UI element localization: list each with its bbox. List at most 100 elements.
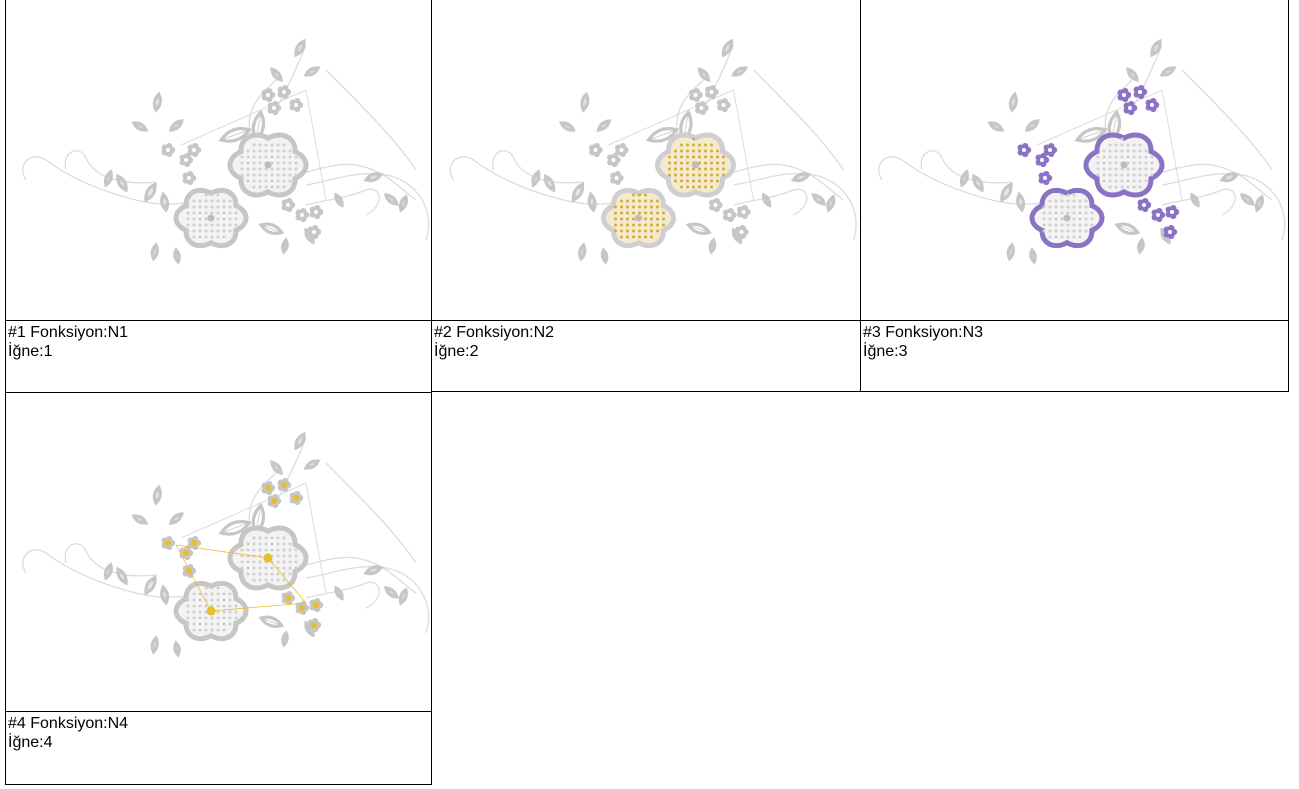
fill-stitch xyxy=(222,223,226,227)
fill-stitch xyxy=(698,173,701,177)
fill-stitch xyxy=(228,199,232,203)
fill-stitch xyxy=(1054,229,1058,233)
fill-stitch xyxy=(222,610,226,614)
leaf-vein xyxy=(723,40,732,56)
vine-stem xyxy=(702,44,735,111)
fill-stitch xyxy=(264,536,268,540)
fill-stitch xyxy=(710,155,713,159)
fill-stitch xyxy=(246,167,250,171)
leaf-vein xyxy=(153,244,157,259)
fill-stitch xyxy=(1138,167,1142,171)
flower-center xyxy=(207,214,215,222)
leaf-vein xyxy=(365,567,382,574)
design-cell-2[interactable]: #2 Fonksiyon:N2 İğne:2 xyxy=(432,0,860,391)
leaf-vein xyxy=(1076,129,1106,141)
fill-stitch xyxy=(252,173,256,177)
leaf-vein xyxy=(580,244,584,259)
fill-stitch xyxy=(264,137,268,141)
fill-stitch xyxy=(1126,185,1130,189)
fill-stitch xyxy=(1054,217,1058,221)
leaf-vein xyxy=(1127,69,1138,81)
fill-stitch xyxy=(294,554,298,558)
small-flower-center xyxy=(741,210,746,214)
fill-stitch xyxy=(668,161,671,165)
fill-stitch xyxy=(656,223,659,227)
leaf-motif xyxy=(383,193,399,206)
fill-stitch xyxy=(1054,235,1058,239)
fill-stitch xyxy=(638,193,641,197)
fill-stitch xyxy=(620,229,623,233)
small-flower-center xyxy=(727,213,732,217)
fill-stitch xyxy=(1066,223,1070,227)
fill-stitch xyxy=(228,592,232,596)
fill-stitch xyxy=(632,199,635,203)
fill-stitch xyxy=(198,223,202,227)
fill-stitch xyxy=(1114,167,1118,171)
fill-stitch xyxy=(1126,143,1130,147)
fill-stitch xyxy=(1072,229,1076,233)
fill-stitch xyxy=(282,548,286,552)
fill-stitch xyxy=(252,161,256,165)
fill-stitch xyxy=(198,604,202,608)
fill-stitch xyxy=(288,167,292,171)
small-flower-center xyxy=(314,210,318,214)
fill-stitch xyxy=(620,217,623,221)
fill-stitch xyxy=(210,223,214,227)
fill-stitch xyxy=(716,149,719,153)
fill-stitch xyxy=(288,155,292,159)
fill-stitch xyxy=(282,560,286,564)
fill-stitch xyxy=(1096,155,1100,159)
fill-stitch xyxy=(1144,161,1148,165)
leaf-vein xyxy=(961,171,968,186)
leaf-vein xyxy=(699,69,709,81)
fill-stitch xyxy=(1144,155,1148,159)
fill-stitch xyxy=(1060,223,1064,227)
fill-stitch xyxy=(192,235,196,239)
fill-stitch xyxy=(198,628,202,632)
fill-stitch xyxy=(282,167,286,171)
fill-stitch xyxy=(222,211,226,215)
cell-caption: #2 Fonksiyon:N2 İğne:2 xyxy=(432,320,860,394)
leaf-vein xyxy=(1018,194,1023,211)
design-cell-3[interactable]: #3 Fonksiyon:N3 İğne:3 xyxy=(861,0,1288,391)
fill-stitch xyxy=(680,161,683,165)
small-flower-petal xyxy=(614,170,621,178)
small-flower-center xyxy=(709,90,714,94)
design-cell-4[interactable]: #4 Fonksiyon:N4 İğne:4 xyxy=(6,393,431,784)
leaf-motif xyxy=(173,640,181,658)
fill-stitch xyxy=(246,155,250,159)
leaf-vein xyxy=(973,175,983,191)
fill-stitch xyxy=(704,173,707,177)
jump-thread xyxy=(305,89,327,201)
small-flower-petal xyxy=(1142,197,1149,205)
fill-stitch xyxy=(246,542,250,546)
leaf-vein xyxy=(260,224,282,233)
fill-stitch xyxy=(656,199,659,203)
fill-stitch xyxy=(1132,167,1136,171)
leaf-vein xyxy=(1026,120,1038,131)
fill-stitch xyxy=(258,536,262,540)
fill-stitch xyxy=(282,161,286,165)
fill-stitch xyxy=(276,185,280,189)
grid-line xyxy=(5,392,432,393)
fill-stitch xyxy=(1138,143,1142,147)
fill-stitch xyxy=(222,598,226,602)
fill-stitch xyxy=(240,167,244,171)
fill-stitch xyxy=(192,604,196,608)
fill-stitch xyxy=(698,143,701,147)
design-cell-1[interactable]: #1 Fonksiyon:N1 İğne:1 xyxy=(6,0,431,391)
flower-center xyxy=(635,214,642,222)
leaf-motif xyxy=(811,193,827,206)
fill-stitch xyxy=(222,205,226,209)
fill-stitch xyxy=(704,161,707,165)
embroidery-preview xyxy=(22,431,430,658)
embroidery-preview xyxy=(449,38,857,265)
leaf-motif xyxy=(160,584,170,606)
fill-stitch xyxy=(258,578,262,582)
center-stitch xyxy=(191,540,197,546)
fill-stitch xyxy=(1090,217,1094,221)
fill-stitch xyxy=(1042,211,1046,215)
fill-stitch xyxy=(204,199,208,203)
leaf-vein xyxy=(365,174,382,181)
leaf-vein xyxy=(335,194,343,206)
